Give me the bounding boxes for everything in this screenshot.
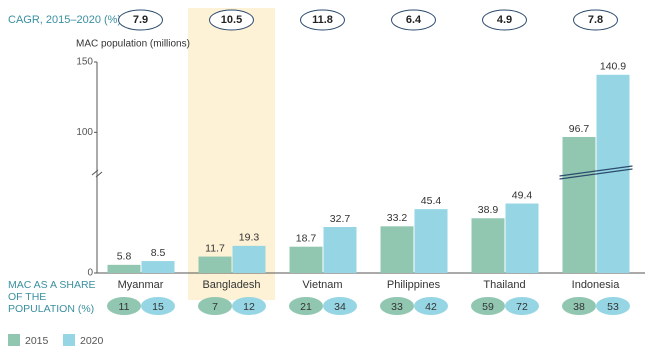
share-value: 59 bbox=[482, 301, 494, 313]
x-tick-label: Vietnam bbox=[302, 279, 342, 291]
value-label: 5.8 bbox=[117, 251, 132, 263]
bar bbox=[414, 209, 448, 273]
cagr-badge bbox=[482, 9, 527, 31]
value-label: 49.4 bbox=[512, 189, 533, 201]
share-badge bbox=[107, 297, 141, 315]
share-value: 12 bbox=[243, 301, 255, 313]
cagr-value: 11.8 bbox=[312, 14, 333, 26]
bar bbox=[198, 256, 232, 273]
bar bbox=[323, 227, 357, 273]
legend-label: 2020 bbox=[80, 335, 104, 347]
cagr-badge bbox=[209, 9, 254, 31]
value-label: 38.9 bbox=[478, 204, 499, 216]
value-label: 140.9 bbox=[600, 61, 626, 73]
legend-swatch bbox=[63, 334, 75, 346]
share-value: 33 bbox=[391, 301, 403, 313]
x-tick-label: Thailand bbox=[483, 279, 525, 291]
share-value: 7 bbox=[212, 301, 218, 313]
share-badge bbox=[596, 297, 630, 315]
bar bbox=[596, 74, 630, 274]
share-badge bbox=[414, 297, 448, 315]
cagr-label: CAGR, 2015–2020 (%) bbox=[8, 14, 121, 26]
cagr-badge bbox=[573, 9, 618, 31]
value-label: 45.4 bbox=[421, 195, 442, 207]
value-label: 96.7 bbox=[569, 123, 590, 135]
share-badge bbox=[323, 297, 357, 315]
value-label: 33.2 bbox=[387, 212, 408, 224]
bar bbox=[232, 245, 266, 273]
cagr-badge bbox=[391, 9, 436, 31]
cagr-value: 10.5 bbox=[221, 14, 242, 26]
cagr-badge bbox=[300, 9, 345, 31]
cagr-value: 7.8 bbox=[588, 14, 603, 26]
value-label: 19.3 bbox=[239, 232, 260, 244]
value-label: 32.7 bbox=[330, 213, 351, 225]
x-tick-label: Philippines bbox=[387, 279, 441, 291]
y-tick-label: 0 bbox=[87, 268, 93, 279]
bar bbox=[471, 218, 505, 273]
share-value: 11 bbox=[119, 301, 130, 313]
bar bbox=[107, 264, 141, 273]
share-badge bbox=[289, 297, 323, 315]
share-value: 21 bbox=[300, 301, 312, 313]
x-tick-label: Bangladesh bbox=[202, 279, 260, 291]
bar-break bbox=[559, 165, 633, 180]
axis-break bbox=[91, 169, 103, 178]
share-badge bbox=[380, 297, 414, 315]
bar bbox=[562, 136, 596, 273]
share-value: 42 bbox=[425, 301, 437, 313]
bar bbox=[380, 226, 414, 273]
legend-label: 2015 bbox=[25, 335, 49, 347]
y-tick-label: 150 bbox=[76, 57, 93, 68]
bar bbox=[141, 261, 175, 273]
y-axis-title: MAC population (millions) bbox=[76, 39, 190, 50]
share-label: MAC AS A SHARE OF THE POPULATION (%) bbox=[8, 279, 96, 315]
cagr-badge bbox=[118, 9, 163, 31]
value-label: 11.7 bbox=[205, 242, 225, 254]
share-badge bbox=[471, 297, 505, 315]
share-badge bbox=[232, 297, 266, 315]
bar bbox=[289, 246, 323, 273]
share-badge bbox=[562, 297, 596, 315]
y-tick-label: 100 bbox=[76, 127, 93, 138]
cagr-value: 7.9 bbox=[133, 14, 148, 26]
value-label: 8.5 bbox=[151, 247, 166, 259]
share-value: 34 bbox=[334, 301, 346, 313]
share-badge bbox=[505, 297, 539, 315]
share-badge bbox=[198, 297, 232, 315]
cagr-value: 6.4 bbox=[406, 14, 422, 26]
bar bbox=[505, 203, 539, 273]
legend-swatch bbox=[8, 334, 20, 346]
share-badge bbox=[141, 297, 175, 315]
value-label: 18.7 bbox=[296, 232, 317, 244]
share-value: 53 bbox=[607, 301, 619, 313]
x-tick-label: Myanmar bbox=[118, 279, 164, 291]
share-value: 15 bbox=[152, 301, 164, 313]
x-tick-label: Indonesia bbox=[572, 279, 621, 291]
cagr-value: 4.9 bbox=[497, 14, 512, 26]
share-value: 72 bbox=[516, 301, 528, 313]
share-value: 38 bbox=[573, 301, 585, 313]
